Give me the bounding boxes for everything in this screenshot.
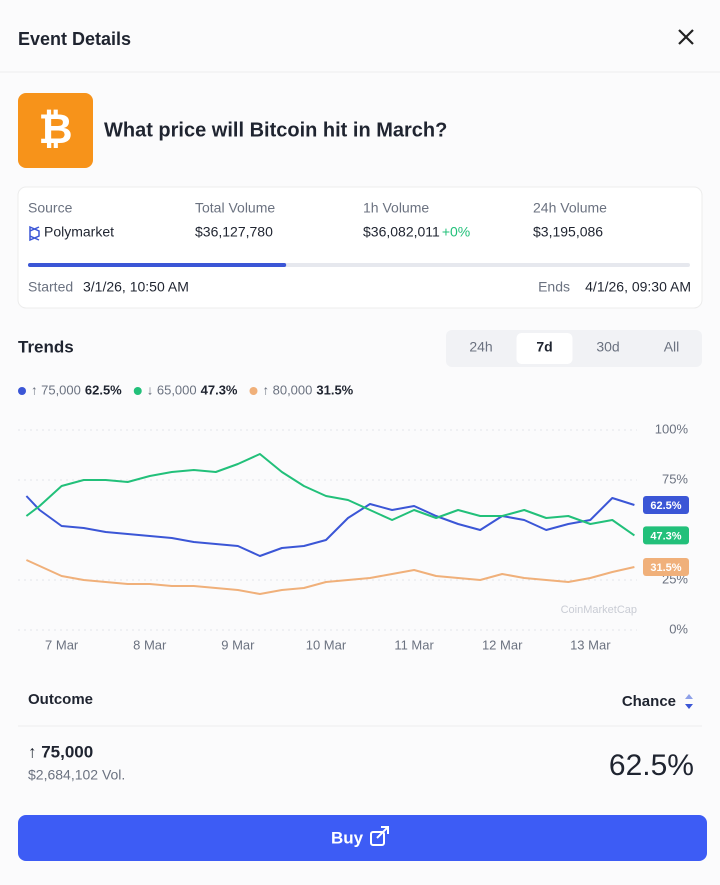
watermark: CoinMarketCap [561,604,637,616]
external-link-icon[interactable] [370,826,389,846]
sort-up[interactable] [685,694,693,699]
buy-label[interactable]: Buy [331,828,364,847]
buy-button[interactable] [18,815,707,861]
legend-value: 31.5% [316,382,353,397]
y-tick-label: 0% [669,621,688,636]
x-tick-label: 9 Mar [221,637,255,652]
y-tick-label: 100% [655,421,689,436]
x-tick-label: 10 Mar [306,637,347,652]
chance-header[interactable]: Chance [622,693,676,710]
legend-dot [249,387,258,395]
legend-name: ↓ 65,000 [147,382,197,397]
sort-down[interactable] [685,704,693,709]
stat-label: Total Volume [195,200,275,216]
x-tick-label: 7 Mar [45,637,79,652]
stat-value: $3,195,086 [533,224,603,240]
bitcoin-symbol: ₿ [38,105,72,152]
tab[interactable]: 7d [536,339,552,355]
legend-name: ↑ 75,000 [31,382,81,397]
icon-box[interactable] [370,831,385,846]
event-title: What price will Bitcoin hit in March? [104,119,447,141]
stat-value: $36,127,780 [195,224,273,240]
x-tick-label: 11 Mar [394,637,434,652]
started-label: Started [28,279,73,295]
x-tick-label: 13 Mar [570,637,611,652]
source-icon [29,225,40,242]
outcome-header: Outcome [28,691,93,708]
value-badge [643,558,689,576]
series-line [25,559,635,595]
outcome-chance: 62.5% [609,749,694,782]
legend-dot [18,387,26,395]
series-line [25,453,635,537]
outcome-volume: $2,684,102 Vol. [28,767,125,783]
y-tick-label: 75% [662,471,688,486]
trends-title: Trends [18,337,74,356]
value-badge-label: 47.3% [650,530,681,542]
tab[interactable]: 24h [469,339,492,355]
ends-label: Ends [538,279,570,295]
icon-arrow[interactable] [376,826,389,839]
stat-label: 1h Volume [363,200,429,216]
panel-title: Event Details [18,29,131,49]
legend-value: 47.3% [201,382,238,397]
value-badge-label: 31.5% [650,562,681,574]
ends-value: 4/1/26, 09:30 AM [585,279,691,295]
stat-value: $36,082,011 [363,224,440,240]
started-value: 3/1/26, 10:50 AM [83,279,189,295]
stat-change: +0% [442,224,470,240]
value-badge [643,496,689,514]
value-badge-label: 62.5% [650,500,681,512]
series-line [25,495,635,557]
stat-value: Polymarket [44,224,114,240]
tab[interactable]: 30d [596,339,619,355]
stat-label: 24h Volume [533,200,607,216]
bitcoin-icon [18,93,93,168]
stat-label: Source [28,200,73,216]
stats-box [17,186,703,309]
legend-value: 62.5% [85,382,122,397]
x-tick-label: 12 Mar [482,637,523,652]
outcome-name: ↑ 75,000 [28,742,93,761]
value-badge [643,526,689,545]
close-button[interactable] [678,29,694,45]
legend-dot [133,387,142,395]
progress-fill [28,263,287,267]
tab-active[interactable] [516,333,573,364]
x-tick-label: 8 Mar [133,637,167,652]
tab-bar [446,330,702,367]
close-icon[interactable] [678,29,694,45]
legend-name: ↑ 80,000 [263,382,313,397]
tab[interactable]: All [664,339,680,355]
